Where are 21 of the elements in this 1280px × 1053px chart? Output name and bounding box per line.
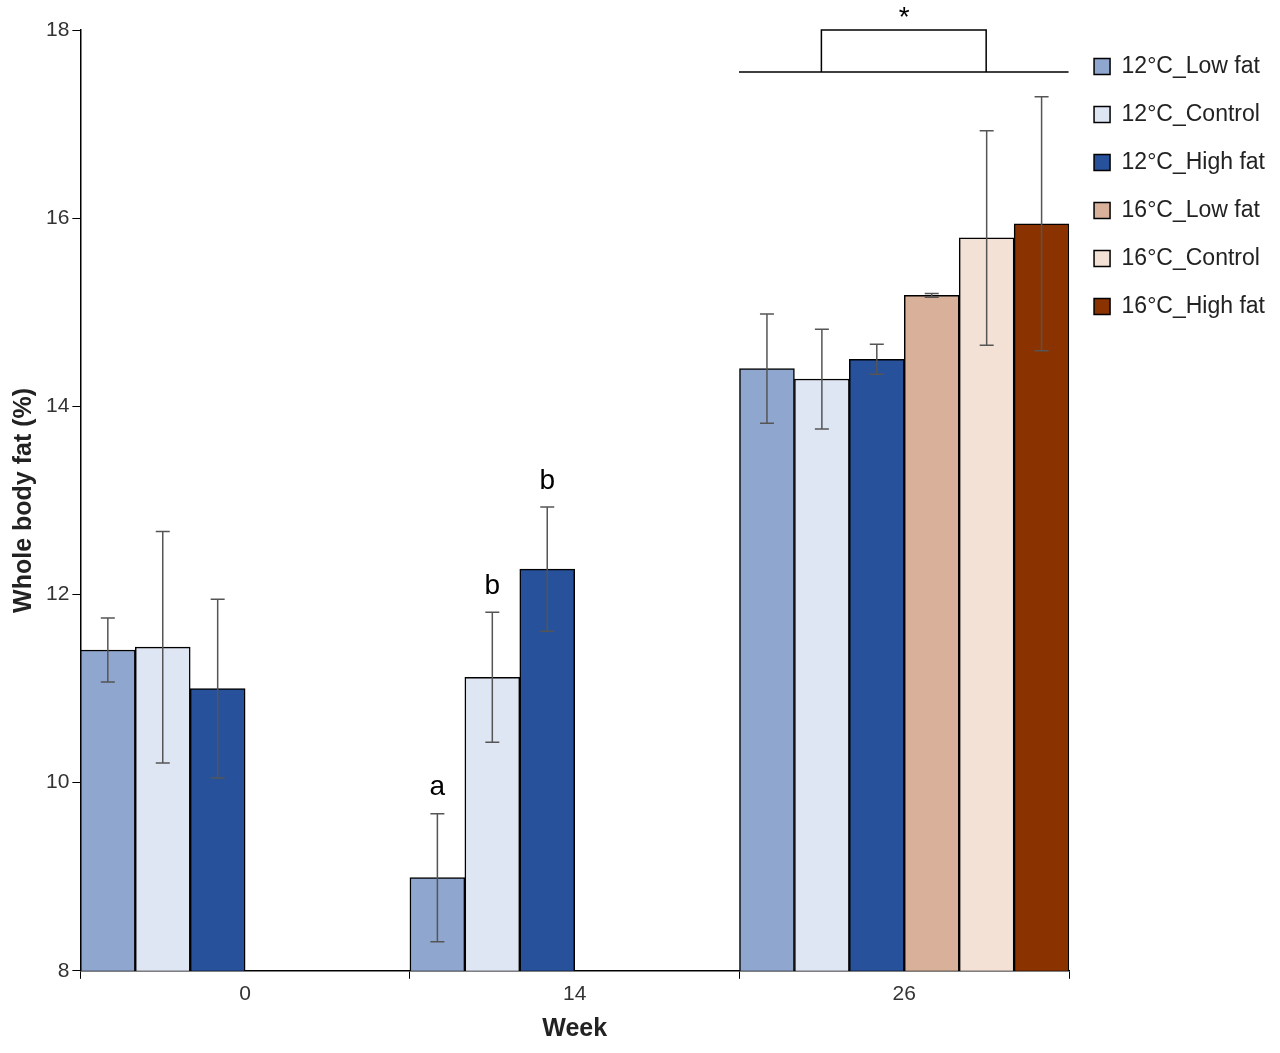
- x-tick-label: 26: [892, 981, 916, 1005]
- legend-label: 16°C_Low fat: [1121, 195, 1261, 222]
- y-tick-label: 12: [46, 581, 70, 605]
- legend-label: 16°C_High fat: [1121, 291, 1266, 318]
- annotation: b: [484, 569, 501, 601]
- legend-label: 12°C_Low fat: [1121, 51, 1261, 78]
- y-tick-label: 8: [57, 957, 70, 981]
- legend-label: 16°C_Control: [1121, 243, 1260, 270]
- y-tick-label: 16: [46, 204, 70, 228]
- y-axis-title: Whole body fat (%): [7, 387, 36, 613]
- x-tick-label: 0: [239, 981, 251, 1005]
- legend-label: 12°C_High fat: [1121, 147, 1266, 174]
- y-tick-label: 10: [46, 769, 70, 793]
- y-tick-label: 14: [46, 393, 70, 417]
- annotation: a: [429, 770, 446, 802]
- annotation: b: [539, 463, 556, 495]
- legend-label: 12°C_Control: [1121, 99, 1260, 126]
- x-axis-title: Week: [542, 1012, 608, 1041]
- annotation: *: [898, 0, 910, 32]
- y-tick-label: 18: [46, 16, 70, 40]
- x-tick-label: 14: [563, 981, 587, 1005]
